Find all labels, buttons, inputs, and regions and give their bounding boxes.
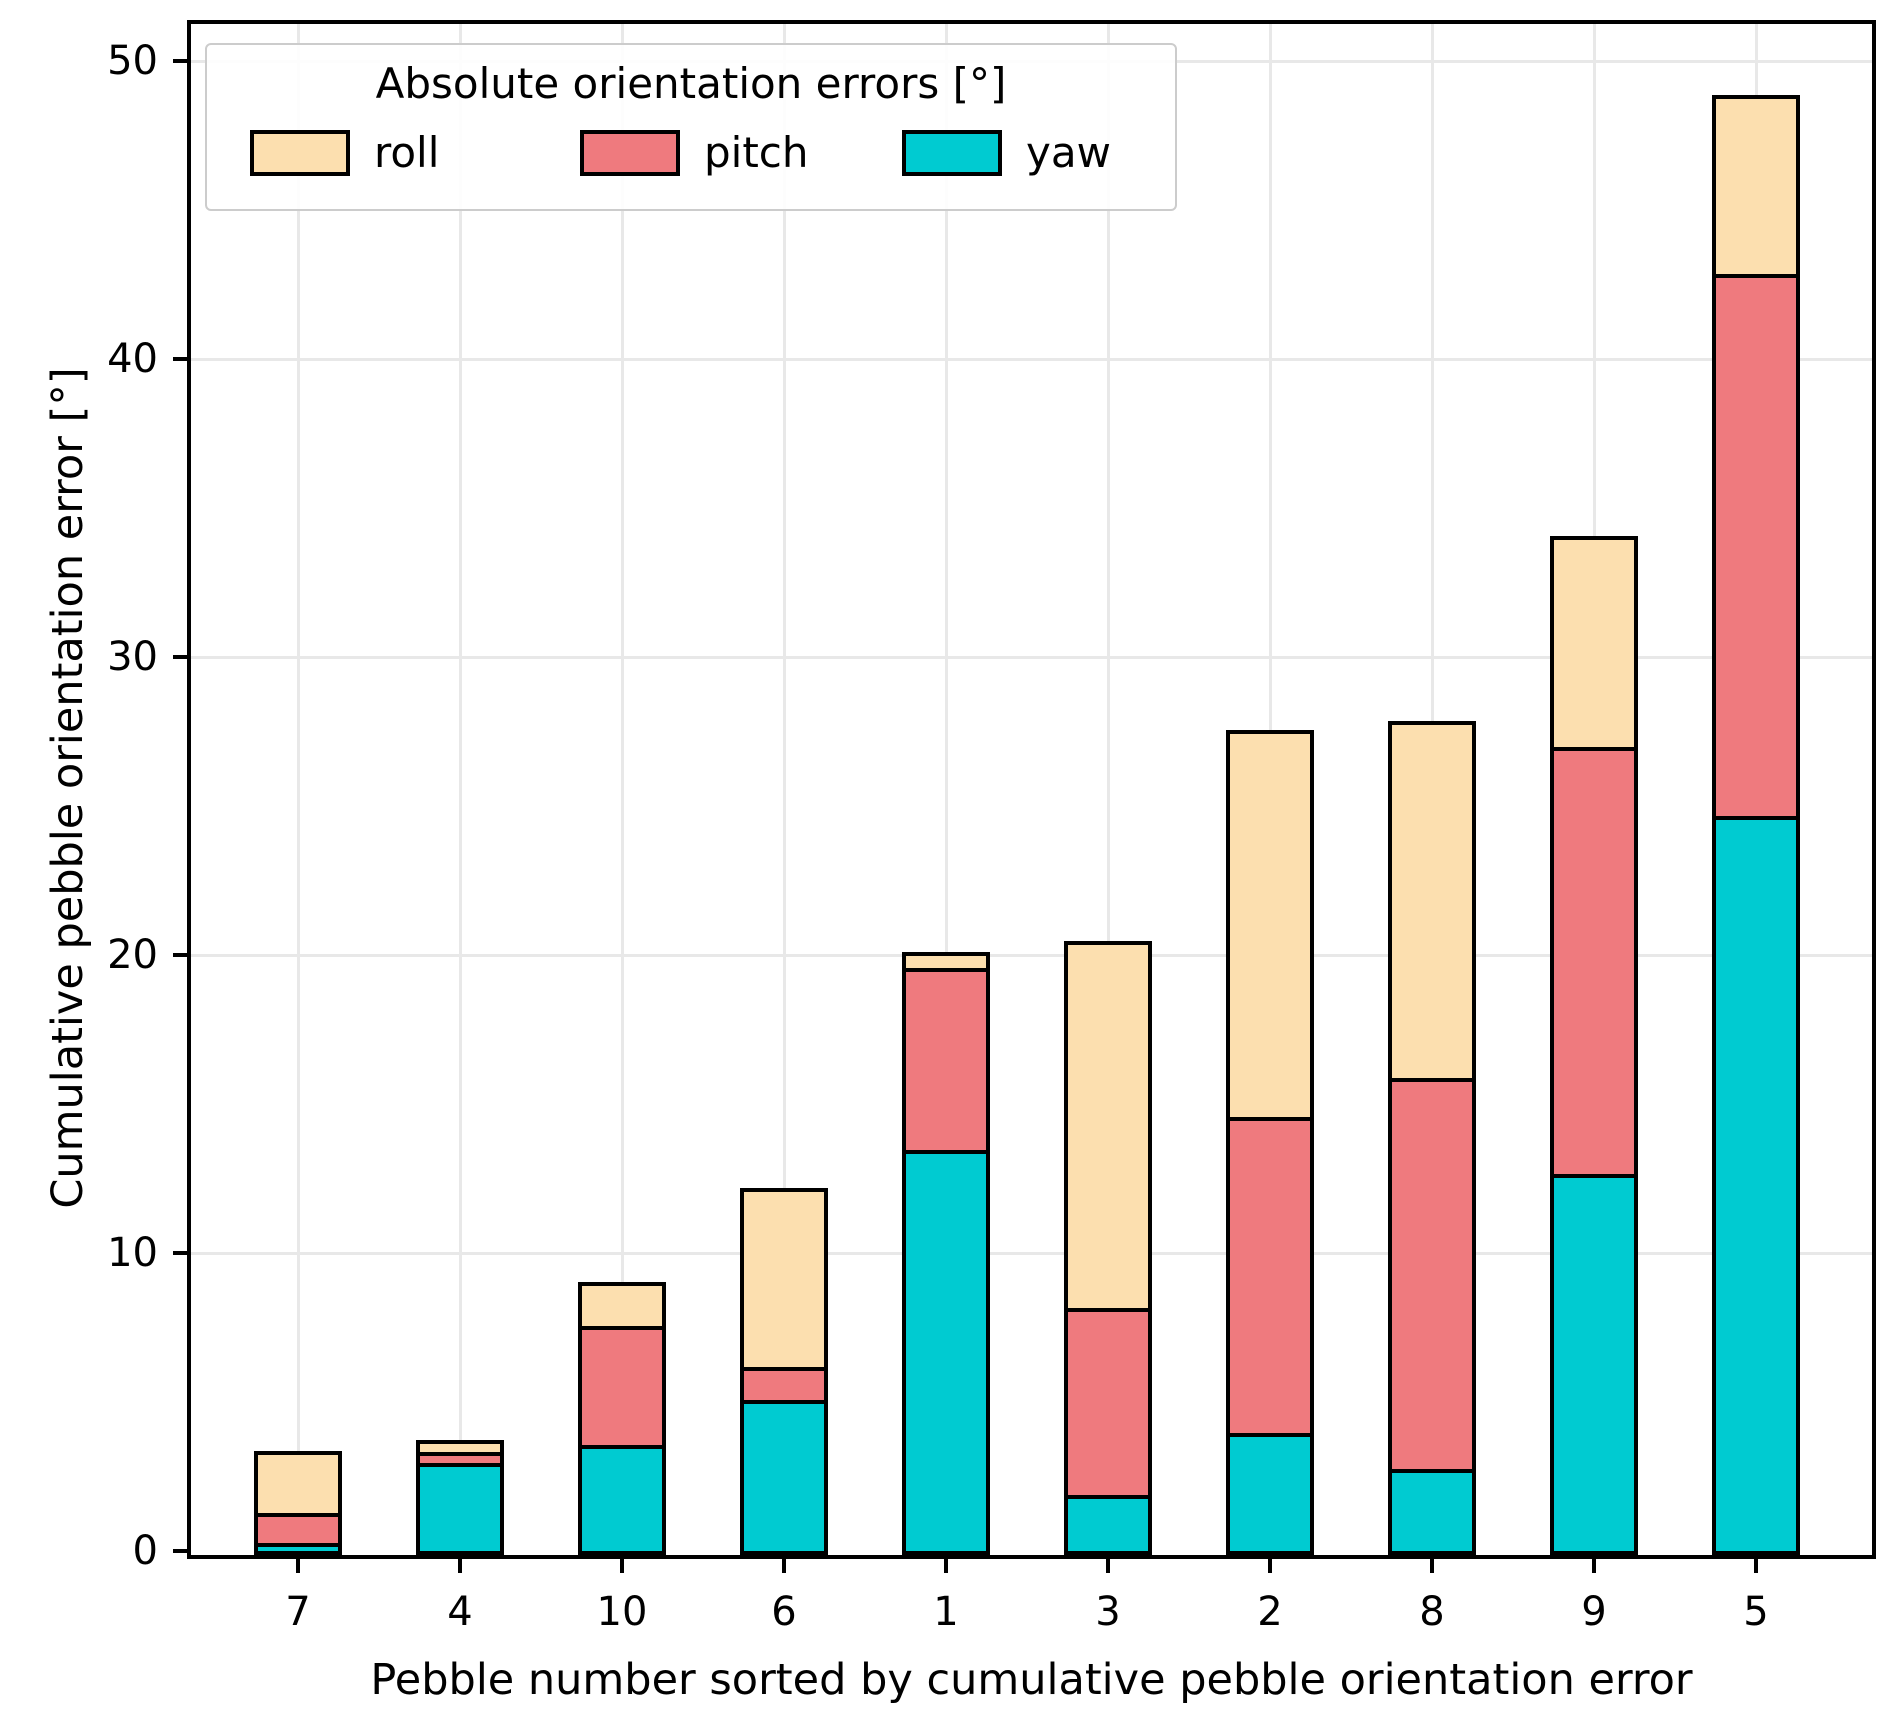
bar-1-yaw-segment [902,1149,990,1555]
bar-7-roll-segment [254,1450,342,1518]
bar-5-roll-segment [1712,94,1800,278]
x-tick-label-10: 10 [596,1589,648,1635]
x-tick-mark-8 [1430,1559,1434,1573]
legend-label-yaw: yaw [1026,128,1111,177]
bar-7-pitch-segment [254,1513,342,1548]
x-tick-mark-5 [1754,1559,1758,1573]
x-tick-label-5: 5 [1743,1589,1769,1635]
legend-label-pitch: pitch [704,128,809,177]
y-tick-mark-50 [173,59,187,63]
y-tick-label-10: 10 [107,1230,158,1276]
y-gridline-20 [191,954,1872,957]
y-gridline-30 [191,656,1872,659]
bar-2-pitch-segment [1226,1116,1314,1437]
x-tick-mark-9 [1592,1559,1596,1573]
legend-label-roll: roll [374,128,440,177]
y-gridline-10 [191,1252,1872,1255]
pitch-swatch-icon [580,129,680,176]
yaw-swatch-icon [902,129,1002,176]
legend-entry-roll: roll [250,128,439,177]
y-tick-label-50: 50 [107,38,158,84]
x-gridline-10 [621,24,624,1555]
x-tick-mark-4 [458,1559,462,1573]
bar-10-pitch-segment [578,1325,666,1449]
y-tick-mark-10 [173,1251,187,1255]
y-tick-mark-30 [173,655,187,659]
x-tick-mark-6 [782,1559,786,1573]
bar-3-roll-segment [1064,941,1152,1312]
x-tick-label-9: 9 [1581,1589,1607,1635]
plot-area: Absolute orientation errors [°] roll pit… [187,20,1876,1559]
x-tick-label-4: 4 [447,1589,473,1635]
y-tick-mark-0 [173,1549,187,1553]
bar-8-pitch-segment [1388,1078,1476,1473]
x-gridline-7 [297,24,300,1555]
x-gridline-6 [783,24,786,1555]
x-tick-mark-3 [1106,1559,1110,1573]
legend-entry-pitch: pitch [580,128,809,177]
bar-8-yaw-segment [1388,1468,1476,1555]
bar-6-pitch-segment [740,1367,828,1405]
x-tick-mark-2 [1268,1559,1272,1573]
bar-9-pitch-segment [1550,747,1638,1178]
x-tick-mark-7 [296,1559,300,1573]
bar-4-yaw-segment [416,1462,504,1555]
bar-3-yaw-segment [1064,1495,1152,1555]
x-tick-label-7: 7 [285,1589,311,1635]
bar-9-roll-segment [1550,535,1638,752]
legend: Absolute orientation errors [°] roll pit… [205,43,1177,211]
legend-title: Absolute orientation errors [°] [375,59,1007,108]
x-axis-label: Pebble number sorted by cumulative pebbl… [370,1655,1693,1705]
x-tick-mark-10 [620,1559,624,1573]
bar-10-roll-segment [578,1282,666,1330]
y-tick-label-40: 40 [107,336,158,382]
x-gridline-3 [1107,24,1110,1555]
x-tick-mark-1 [944,1559,948,1573]
y-tick-mark-40 [173,357,187,361]
y-tick-label-0: 0 [132,1528,158,1574]
bar-6-yaw-segment [740,1400,828,1555]
y-gridline-40 [191,358,1872,361]
y-tick-label-30: 30 [107,634,158,680]
bar-5-pitch-segment [1712,273,1800,820]
x-gridline-4 [459,24,462,1555]
x-tick-label-3: 3 [1095,1589,1121,1635]
x-gridline-1 [945,24,948,1555]
bar-5-yaw-segment [1712,815,1800,1555]
x-tick-label-8: 8 [1419,1589,1445,1635]
bar-9-yaw-segment [1550,1173,1638,1555]
bar-2-yaw-segment [1226,1432,1314,1555]
y-tick-mark-20 [173,953,187,957]
legend-entry-yaw: yaw [902,128,1111,177]
bar-2-roll-segment [1226,729,1314,1121]
bar-6-roll-segment [740,1188,828,1372]
x-tick-label-6: 6 [771,1589,797,1635]
bar-1-pitch-segment [902,967,990,1154]
y-axis-label: Cumulative pebble orientation error [°] [43,367,93,1209]
x-tick-label-1: 1 [933,1589,959,1635]
roll-swatch-icon [250,129,350,176]
y-tick-label-20: 20 [107,932,158,978]
bar-4-roll-segment [416,1440,504,1457]
x-tick-label-2: 2 [1257,1589,1283,1635]
bar-10-yaw-segment [578,1444,666,1555]
bar-8-roll-segment [1388,720,1476,1083]
bar-3-pitch-segment [1064,1307,1152,1500]
bar-1-roll-segment [902,951,990,972]
